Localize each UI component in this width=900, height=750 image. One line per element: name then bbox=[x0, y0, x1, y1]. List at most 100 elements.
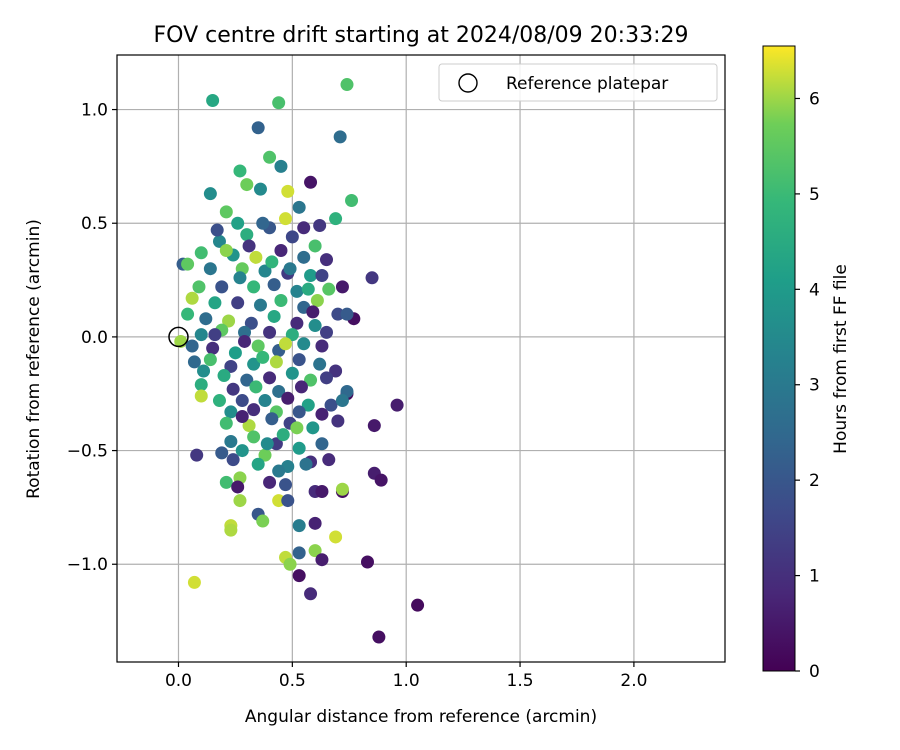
scatter-point bbox=[319, 253, 333, 267]
scatter-point bbox=[308, 319, 322, 333]
scatter-point bbox=[240, 178, 254, 192]
scatter-point bbox=[299, 457, 313, 471]
scatter-point bbox=[292, 405, 306, 419]
scatter-point bbox=[231, 216, 245, 230]
scatter-point bbox=[215, 446, 229, 460]
colorbar-tick-label: 4 bbox=[809, 280, 820, 300]
scatter-point bbox=[212, 234, 226, 248]
y-tick-label: 0.5 bbox=[81, 214, 108, 234]
scatter-point bbox=[315, 269, 329, 283]
scatter-point bbox=[224, 359, 238, 373]
scatter-point bbox=[197, 364, 211, 378]
y-tick-label: 1.0 bbox=[81, 101, 108, 121]
scatter-point bbox=[372, 630, 386, 644]
scatter-point bbox=[294, 380, 308, 394]
scatter-point bbox=[308, 544, 322, 558]
scatter-point bbox=[217, 369, 231, 383]
scatter-point bbox=[285, 366, 299, 380]
scatter-point bbox=[206, 93, 220, 107]
x-tick-label: 2.0 bbox=[620, 671, 647, 691]
scatter-point bbox=[251, 457, 265, 471]
colorbar-tick-label: 6 bbox=[809, 89, 820, 109]
scatter-point bbox=[224, 523, 238, 537]
scatter-point bbox=[301, 282, 315, 296]
scatter-point bbox=[329, 530, 343, 544]
scatter-point bbox=[185, 339, 199, 353]
scatter-point bbox=[231, 296, 245, 310]
scatter-point bbox=[256, 514, 270, 528]
scatter-point bbox=[292, 441, 306, 455]
scatter-point bbox=[290, 421, 304, 435]
scatter-point bbox=[247, 403, 261, 417]
scatter-point bbox=[247, 430, 261, 444]
legend-box bbox=[438, 63, 718, 102]
scatter-point bbox=[283, 557, 297, 571]
scatter-point bbox=[265, 255, 279, 269]
scatter-point bbox=[242, 419, 256, 433]
scatter-point bbox=[272, 464, 286, 478]
scatter-point bbox=[319, 371, 333, 385]
colorbar: 0 1 2 3 4 5 6 Hours from first FF file bbox=[762, 45, 851, 682]
scatter-point bbox=[322, 453, 336, 467]
scatter-point bbox=[331, 307, 345, 321]
scatter-point bbox=[331, 414, 345, 428]
scatter-point bbox=[274, 294, 288, 308]
scatter-point bbox=[233, 271, 247, 285]
scatter-point bbox=[290, 284, 304, 298]
colorbar-tick-label: 5 bbox=[809, 185, 820, 205]
scatter-point bbox=[265, 412, 279, 426]
scatter-point bbox=[304, 175, 318, 189]
scatter-point bbox=[285, 230, 299, 244]
scatter-point bbox=[194, 378, 208, 392]
scatter-point bbox=[192, 280, 206, 294]
data-points bbox=[168, 78, 425, 644]
scatter-point bbox=[313, 219, 327, 233]
scatter-point bbox=[290, 316, 304, 330]
scatter-point bbox=[292, 353, 306, 367]
scatter-point bbox=[292, 546, 306, 560]
scatter-point bbox=[206, 341, 220, 355]
scatter-point bbox=[301, 398, 315, 412]
scatter-point bbox=[279, 212, 293, 226]
scatter-point bbox=[260, 437, 274, 451]
scatter-point bbox=[181, 307, 195, 321]
scatter-point bbox=[219, 475, 233, 489]
scatter-point bbox=[256, 350, 270, 364]
scatter-point bbox=[224, 434, 238, 448]
plot-area-frame bbox=[116, 54, 726, 663]
scatter-point bbox=[279, 337, 293, 351]
scatter-point bbox=[272, 494, 286, 508]
y-axis-label: Rotation from reference (arcmin) bbox=[24, 219, 44, 499]
scatter-point bbox=[269, 437, 283, 451]
scatter-point bbox=[208, 296, 222, 310]
scatter-point bbox=[267, 278, 281, 292]
scatter-point bbox=[231, 480, 245, 494]
scatter-point bbox=[258, 448, 272, 462]
scatter-point bbox=[297, 337, 311, 351]
scatter-point bbox=[315, 437, 329, 451]
scatter-point bbox=[181, 257, 195, 271]
scatter-point bbox=[258, 394, 272, 408]
scatter-point bbox=[411, 598, 425, 612]
scatter-point bbox=[322, 282, 336, 296]
scatter-point bbox=[297, 221, 311, 235]
legend-label-reference: Reference platepar bbox=[506, 74, 668, 94]
scatter-point bbox=[304, 587, 318, 601]
scatter-point bbox=[256, 216, 270, 230]
scatter-point bbox=[228, 346, 242, 360]
scatter-point bbox=[281, 391, 295, 405]
scatter-point bbox=[263, 150, 277, 164]
scatter-point bbox=[199, 312, 213, 326]
scatter-point bbox=[308, 239, 322, 253]
legend: Reference platepar bbox=[438, 63, 718, 102]
scatter-point bbox=[274, 244, 288, 258]
colorbar-tick-label: 2 bbox=[809, 471, 820, 491]
scatter-point bbox=[367, 419, 381, 433]
y-tick-label: 0.0 bbox=[81, 328, 108, 348]
scatter-point bbox=[253, 182, 267, 196]
axis-ticks: 0.0 0.5 1.0 1.5 2.0 1.0 0.5 0.0 −0.5 −1.0 bbox=[67, 101, 648, 691]
scatter-point bbox=[306, 305, 320, 319]
scatter-point bbox=[233, 494, 247, 508]
colorbar-tick-label: 1 bbox=[809, 567, 820, 587]
scatter-point bbox=[244, 316, 258, 330]
